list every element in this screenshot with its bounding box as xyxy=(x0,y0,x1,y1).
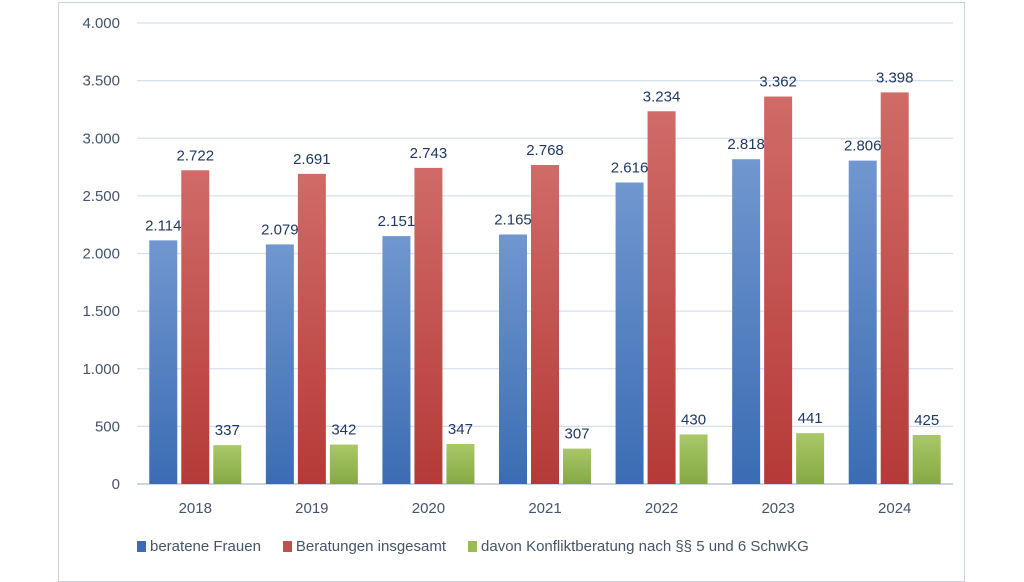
y-tick-label: 3.000 xyxy=(82,130,120,147)
x-tick-label: 2021 xyxy=(528,500,561,517)
data-label: 342 xyxy=(331,422,356,439)
legend-item-beratene-frauen: beratene Frauen xyxy=(137,538,261,555)
bar-2024-2 xyxy=(912,435,941,484)
bar-2021-1 xyxy=(531,164,559,484)
y-tick-label: 0 xyxy=(112,476,120,493)
bar-2019-0 xyxy=(265,244,294,484)
bar-2020-1 xyxy=(414,167,443,484)
legend-item-beratungen-insgesamt: Beratungen insgesamt xyxy=(282,538,447,555)
bar-2018-2 xyxy=(213,445,242,484)
x-tick-label: 2024 xyxy=(878,500,911,517)
bar-2024-0 xyxy=(848,160,877,484)
legend-item-konfliktberatung: davon Konfliktberatung nach §§ 5 und 6 S… xyxy=(468,538,809,555)
data-label: 2.165 xyxy=(494,211,532,228)
bar-2023-2 xyxy=(796,433,825,484)
y-tick-label: 1.500 xyxy=(82,303,120,320)
data-label: 347 xyxy=(448,421,473,438)
data-label: 307 xyxy=(564,426,589,443)
data-label: 430 xyxy=(681,411,706,428)
data-label: 3.398 xyxy=(876,69,914,86)
data-label: 2.722 xyxy=(177,147,215,164)
legend: beratene Frauen Beratungen insgesamt dav… xyxy=(137,538,809,555)
bar-2021-2 xyxy=(563,448,591,484)
y-tick-label: 3.500 xyxy=(82,73,120,90)
bar-2022-0 xyxy=(615,182,644,485)
legend-swatch xyxy=(282,541,292,552)
data-label: 441 xyxy=(798,410,823,427)
y-tick-label: 500 xyxy=(95,418,120,435)
bar-2022-1 xyxy=(647,111,676,485)
legend-swatch xyxy=(468,541,478,552)
data-label: 337 xyxy=(215,422,240,439)
bar-2018-0 xyxy=(149,240,178,484)
data-label: 425 xyxy=(914,412,939,429)
x-tick-label: 2023 xyxy=(761,500,794,517)
bar-2020-2 xyxy=(446,444,475,484)
bar-2022-2 xyxy=(679,434,708,484)
bar-2019-1 xyxy=(297,173,326,484)
data-label: 2.151 xyxy=(378,213,416,230)
x-tick-label: 2019 xyxy=(295,500,328,517)
bar-2018-1 xyxy=(181,170,210,485)
x-tick-label: 2020 xyxy=(412,500,445,517)
data-label: 2.806 xyxy=(844,138,882,155)
bar-2020-0 xyxy=(382,236,411,484)
x-tick-label: 2018 xyxy=(179,500,212,517)
data-label: 2.114 xyxy=(145,217,181,234)
data-label: 2.818 xyxy=(727,136,765,153)
x-tick-label: 2022 xyxy=(645,500,678,517)
bar-2019-2 xyxy=(329,444,358,484)
y-tick-label: 4.000 xyxy=(82,15,120,32)
bar-2021-0 xyxy=(499,234,527,484)
bar-2024-1 xyxy=(880,92,909,485)
data-label: 3.234 xyxy=(643,88,681,105)
legend-label: Beratungen insgesamt xyxy=(295,538,447,555)
bar-2023-0 xyxy=(732,159,761,484)
data-label: 2.743 xyxy=(410,145,448,162)
legend-label: beratene Frauen xyxy=(150,538,261,555)
legend-swatch xyxy=(137,541,146,552)
data-label: 2.768 xyxy=(526,142,564,159)
data-label: 2.691 xyxy=(293,151,331,168)
data-label: 2.616 xyxy=(611,160,649,177)
y-tick-label: 2.500 xyxy=(82,188,120,205)
legend-label: davon Konfliktberatung nach §§ 5 und 6 S… xyxy=(481,538,809,555)
data-label: 3.362 xyxy=(759,74,797,91)
y-tick-label: 2.000 xyxy=(82,246,120,263)
y-tick-label: 1.000 xyxy=(82,361,120,378)
bar-2023-1 xyxy=(764,96,793,484)
data-label: 2.079 xyxy=(261,221,299,238)
